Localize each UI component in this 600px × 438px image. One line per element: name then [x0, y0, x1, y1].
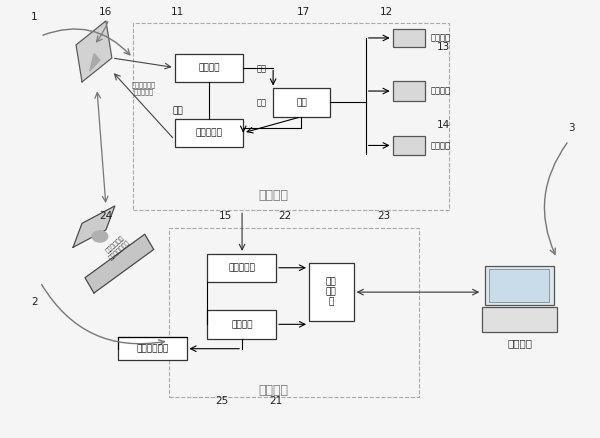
- Text: 光通信接收: 光通信接收: [229, 264, 255, 272]
- Bar: [169, 228, 419, 397]
- Text: 供能: 供能: [256, 64, 266, 73]
- Text: 3: 3: [568, 123, 575, 133]
- Bar: [485, 266, 554, 305]
- Text: 自动对准模块: 自动对准模块: [136, 344, 169, 353]
- Text: 25: 25: [216, 396, 229, 406]
- Polygon shape: [90, 53, 100, 71]
- Text: 以太
网通
信: 以太 网通 信: [326, 277, 337, 307]
- Text: 光通信发射: 光通信发射: [196, 128, 223, 138]
- Text: 13: 13: [437, 42, 450, 52]
- Bar: [208, 311, 276, 339]
- Text: 1: 1: [31, 12, 38, 21]
- Text: 环境监测: 环境监测: [430, 141, 450, 150]
- Text: 16: 16: [99, 7, 113, 17]
- Bar: [392, 29, 425, 47]
- Text: 激光供能发射
光通信发送接收: 激光供能发射 光通信发送接收: [104, 234, 131, 261]
- Text: 22: 22: [278, 211, 292, 220]
- Text: 温度监测: 温度监测: [430, 33, 450, 42]
- Text: 12: 12: [380, 7, 393, 17]
- Bar: [133, 23, 449, 210]
- Polygon shape: [76, 21, 112, 82]
- Text: 光电转换: 光电转换: [198, 63, 220, 72]
- Text: 能量接收天线: 能量接收天线: [131, 81, 155, 88]
- Text: 供能: 供能: [172, 106, 183, 116]
- Text: 杆上装置: 杆上装置: [258, 189, 288, 201]
- Bar: [208, 254, 276, 282]
- Circle shape: [92, 231, 107, 242]
- Text: 供能: 供能: [257, 98, 267, 107]
- Text: 21: 21: [269, 396, 283, 406]
- Text: 14: 14: [437, 120, 450, 131]
- Text: 17: 17: [296, 7, 310, 17]
- Text: 11: 11: [171, 7, 184, 17]
- Text: 24: 24: [99, 211, 113, 220]
- Text: 主控: 主控: [296, 98, 307, 107]
- Polygon shape: [85, 234, 154, 293]
- Bar: [309, 262, 354, 321]
- Bar: [392, 81, 425, 102]
- Bar: [273, 88, 330, 117]
- Text: 15: 15: [219, 211, 232, 220]
- Text: 处理终端: 处理终端: [507, 338, 532, 348]
- Polygon shape: [73, 206, 115, 247]
- Bar: [118, 336, 187, 360]
- Text: 激光供能: 激光供能: [231, 320, 253, 329]
- Bar: [175, 119, 243, 147]
- Text: 视频监测: 视频监测: [430, 87, 450, 95]
- Bar: [392, 136, 425, 155]
- Bar: [175, 53, 243, 82]
- Bar: [490, 269, 549, 303]
- Bar: [482, 307, 557, 332]
- Text: 光通信发射: 光通信发射: [134, 88, 154, 95]
- Text: 2: 2: [31, 297, 38, 307]
- Text: 车载装置: 车载装置: [258, 385, 288, 397]
- Text: 23: 23: [377, 211, 390, 220]
